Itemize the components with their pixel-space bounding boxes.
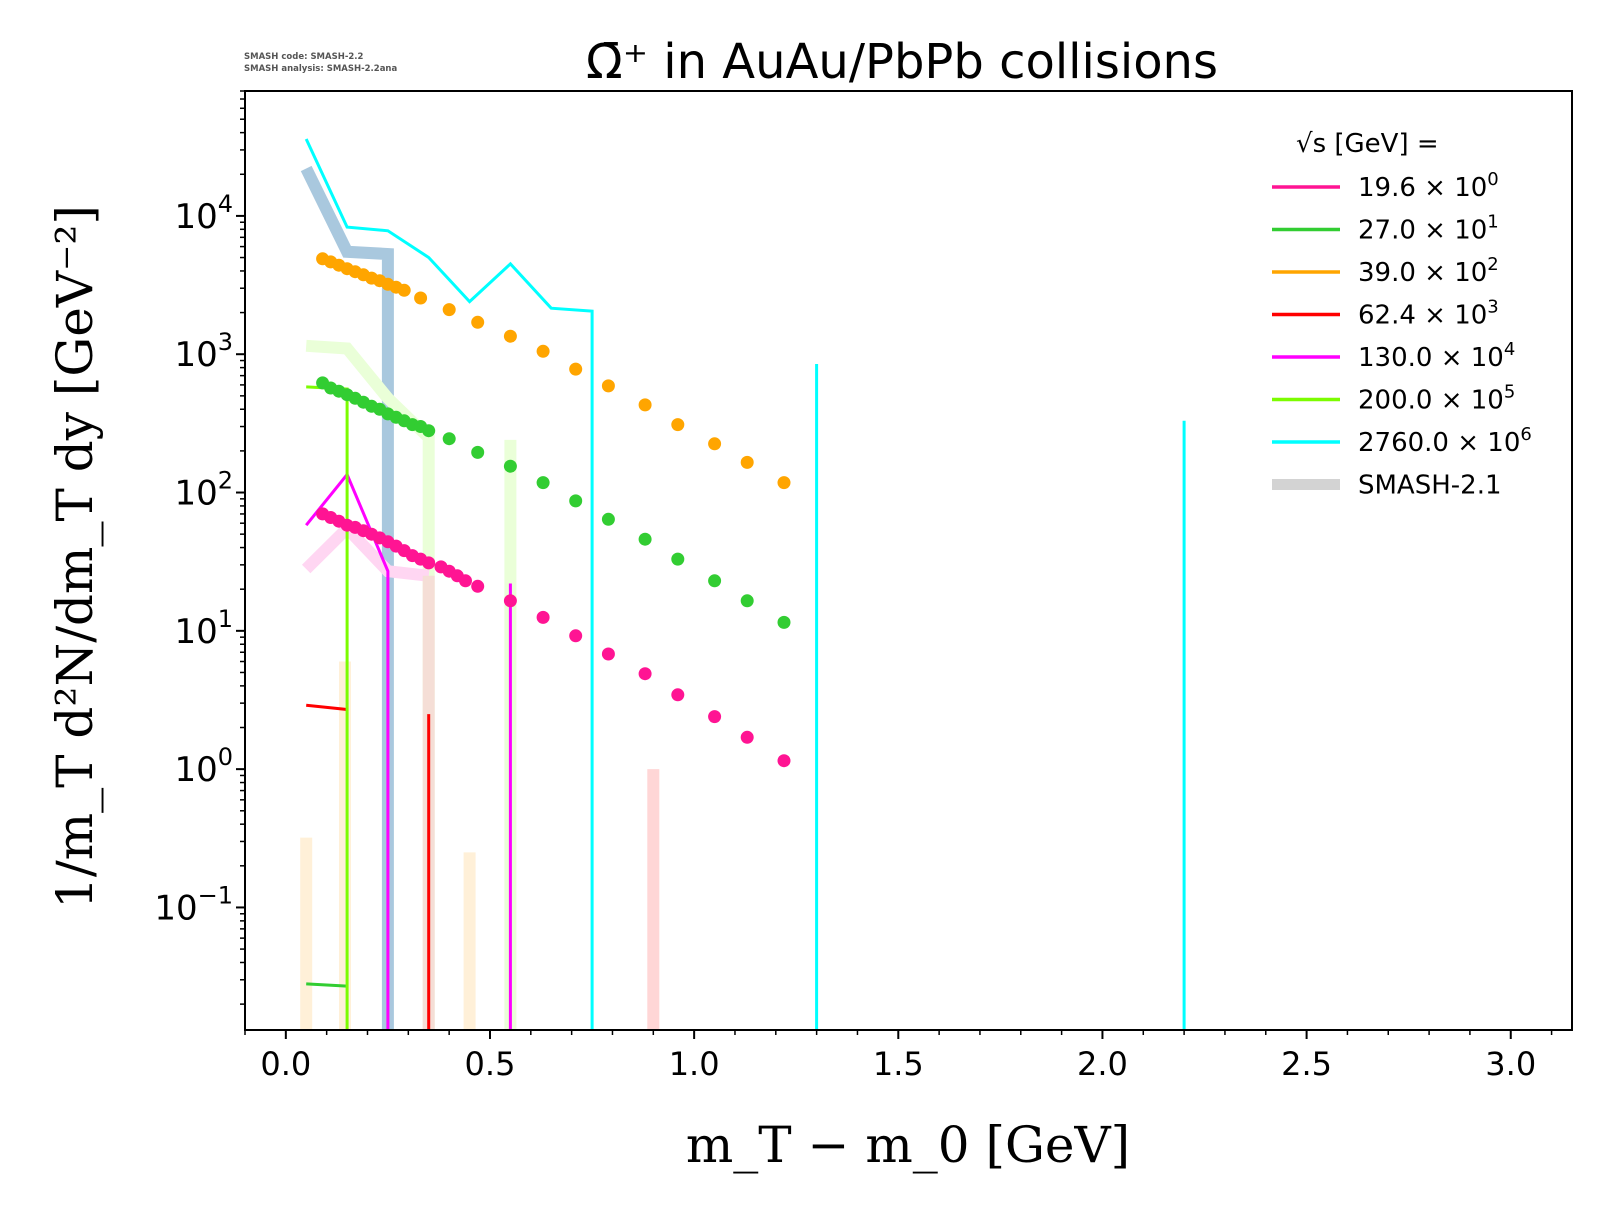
data-point-2-12 [442,303,456,317]
stamp-line-2: SMASH analysis: SMASH-2.2ana [244,64,397,74]
y-axis-label: 1/m_T d²N/dm_T dy [GeV⁻²] [46,205,104,909]
data-point-1-14 [442,432,456,446]
x-tick-label-4: 2.0 [1077,1045,1128,1083]
x-tick-label-0: 0.0 [260,1045,311,1083]
data-point-1-15 [471,445,485,459]
legend-label-7: SMASH-2.1 [1358,471,1502,501]
data-point-2-17 [601,379,615,393]
legend-label-6: 2760.0 × 106 [1358,424,1532,458]
data-point-1-13 [422,424,436,438]
data-point-1-24 [777,615,791,629]
data-point-0-23 [638,667,652,681]
data-layer [300,138,1186,1030]
legend-label-4: 130.0 × 104 [1358,339,1515,373]
data-point-1-16 [503,459,517,473]
data-point-0-24 [671,688,685,702]
stamp-line-1: SMASH code: SMASH-2.2 [244,52,364,62]
x-tick-label-5: 2.5 [1281,1045,1332,1083]
y-tick-label-3: 102 [174,467,233,514]
series-line-6-0 [304,138,594,1030]
legend-label-1: 27.0 × 101 [1358,212,1499,246]
data-point-0-17 [459,574,472,588]
plot-frame [244,90,1573,1031]
data-point-1-23 [740,594,754,608]
data-point-0-22 [601,647,615,661]
data-point-0-26 [740,730,754,744]
data-point-1-19 [601,512,615,526]
data-point-0-20 [536,610,550,624]
data-point-2-10 [397,283,411,297]
data-point-0-13 [422,556,436,570]
legend-label-5: 200.0 × 105 [1358,382,1515,416]
chart-title: Ω̄⁺ in AuAu/PbPb collisions [586,34,1218,90]
legend: √s [GeV] = 19.6 × 100 27.0 × 101 39.0 × 10… [1272,129,1532,501]
x-axis-label: m_T − m_0 [GeV] [686,1116,1130,1174]
data-point-2-11 [414,291,428,305]
x-axis: 0.0 0.5 1.0 1.5 2.0 2.5 3.0 [244,1030,1553,1083]
data-point-1-17 [536,476,550,490]
data-point-0-18 [471,579,485,593]
x-tick-label-1: 0.5 [465,1045,516,1083]
series-line-4-0 [305,471,390,1030]
data-point-0-27 [777,754,791,768]
series-line-3-0 [306,703,348,711]
data-point-0-19 [503,594,517,608]
y-tick-label-1: 100 [174,743,233,790]
data-point-2-21 [740,455,754,469]
data-point-2-15 [536,344,550,358]
y-tick-label-4: 103 [174,328,233,375]
x-tick-label-2: 1.0 [669,1045,720,1083]
data-point-1-22 [708,574,722,588]
data-point-0-25 [708,710,722,724]
data-point-1-18 [569,494,583,508]
data-point-2-19 [671,418,685,432]
data-point-0-21 [569,629,583,643]
series-line-1-0 [306,982,348,988]
data-point-2-20 [708,437,722,451]
data-point-1-21 [671,552,685,566]
data-point-2-16 [569,362,583,376]
y-tick-label-2: 101 [174,605,233,652]
x-tick-label-3: 1.5 [873,1045,924,1083]
legend-label-2: 39.0 × 102 [1358,254,1499,288]
data-point-2-22 [777,476,791,490]
legend-label-0: 19.6 × 100 [1358,169,1499,203]
x-tick-label-6: 3.0 [1485,1045,1536,1083]
legend-title: √s [GeV] = [1296,129,1439,159]
y-tick-label-0: 10−1 [154,881,233,928]
data-point-1-20 [638,532,652,546]
y-tick-label-5: 104 [174,190,233,237]
y-axis: 10−1 100 101 102 103 104 [154,90,245,1005]
legend-label-3: 62.4 × 103 [1358,297,1499,331]
reference-line-0-3 [301,519,430,582]
data-point-2-13 [471,315,485,329]
data-point-2-14 [503,329,517,343]
data-point-2-18 [638,398,652,412]
